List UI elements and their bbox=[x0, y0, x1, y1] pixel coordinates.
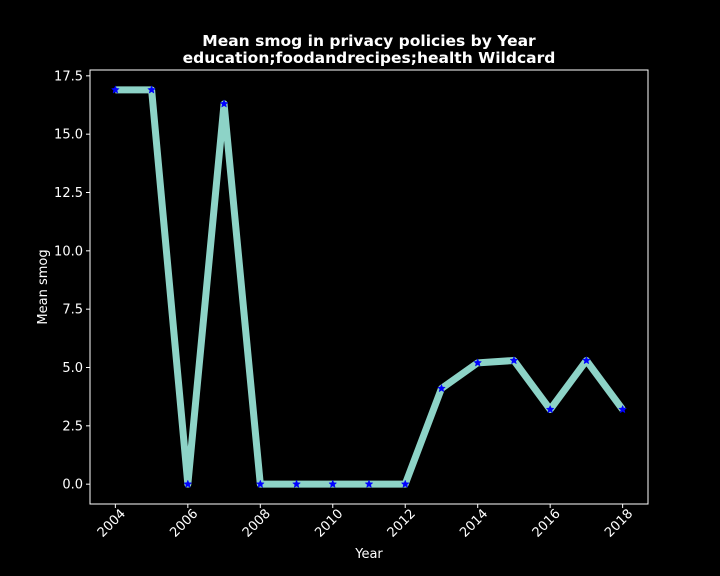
y-tick-label: 10.0 bbox=[54, 244, 83, 259]
data-point-marker bbox=[545, 404, 555, 414]
data-point-marker bbox=[292, 479, 301, 488]
data-point-marker bbox=[364, 479, 374, 488]
y-tick-label: 12.5 bbox=[54, 186, 83, 201]
data-point-marker bbox=[437, 383, 446, 393]
data-point-marker bbox=[219, 99, 229, 108]
data-point-marker bbox=[473, 358, 483, 367]
y-tick-label: 15.0 bbox=[54, 128, 83, 143]
chart-subtitle: education;foodandrecipes;health Wildcard bbox=[183, 49, 556, 67]
data-point-marker bbox=[328, 479, 338, 488]
y-tick-label: 2.5 bbox=[62, 419, 83, 434]
data-point-marker bbox=[400, 479, 410, 488]
data-point-marker bbox=[255, 479, 265, 488]
data-point-marker bbox=[147, 85, 157, 94]
chart-title: Mean smog in privacy policies by Year bbox=[202, 32, 536, 50]
x-axis-label: Year bbox=[354, 547, 383, 562]
y-tick-label: 17.5 bbox=[54, 69, 83, 84]
y-tick-label: 0.0 bbox=[62, 478, 83, 493]
y-axis-label: Mean smog bbox=[36, 249, 51, 324]
data-point-marker bbox=[183, 479, 193, 488]
data-point-marker bbox=[581, 355, 591, 365]
data-point-marker bbox=[618, 404, 628, 414]
data-point-marker bbox=[110, 85, 120, 94]
y-tick-label: 5.0 bbox=[62, 361, 83, 376]
axes-frame bbox=[89, 69, 649, 505]
data-point-marker bbox=[509, 355, 519, 365]
y-tick-label: 7.5 bbox=[62, 303, 83, 318]
